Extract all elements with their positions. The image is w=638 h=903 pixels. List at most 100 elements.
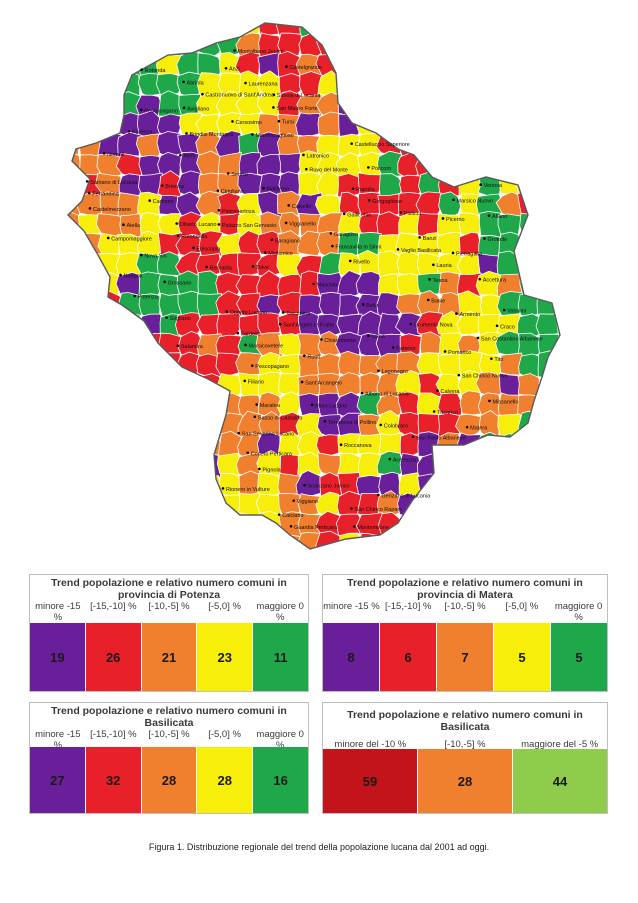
- municipality-area: [578, 31, 601, 56]
- town-label: Brienza: [165, 184, 185, 190]
- municipality-area: [477, 331, 503, 356]
- municipality-area: [115, 472, 145, 497]
- municipality-area: [155, 72, 183, 98]
- municipality-area: [68, 252, 82, 278]
- map-canvas: Melfi Montemilone Rapolla Venosa Barile Palaz…: [40, 22, 601, 560]
- municipality-area: [555, 150, 560, 178]
- town-marker: [224, 66, 228, 70]
- table-header: [-5,0] %: [505, 601, 539, 612]
- table-values: 59 28 44: [323, 749, 607, 813]
- municipality-area: [97, 373, 125, 400]
- table-value-cell: 27: [30, 747, 86, 813]
- municipality-area: [417, 70, 445, 96]
- municipality-area: [499, 352, 525, 376]
- town-label: Viggianello: [289, 221, 316, 227]
- municipality-area: [298, 294, 324, 319]
- municipality-area: [577, 411, 600, 435]
- municipality-area: [476, 554, 502, 560]
- municipality-area: [579, 253, 600, 278]
- municipality-area: [177, 23, 202, 40]
- municipality-area: [218, 23, 243, 40]
- municipality-area: [156, 352, 181, 377]
- municipality-area: [338, 532, 362, 549]
- town-label: San Mauro Forte: [276, 106, 317, 112]
- municipality-area: [40, 454, 62, 480]
- town-marker: [119, 273, 122, 277]
- town-marker: [285, 65, 288, 68]
- town-label: Marsicovetere: [249, 343, 284, 349]
- table-header: minore -15 %: [323, 601, 380, 612]
- municipality-area: [76, 493, 105, 519]
- town-label: Pignola: [262, 467, 281, 473]
- municipality-area: [476, 450, 505, 477]
- municipality-area: [436, 112, 463, 136]
- town-label: Avigliano: [187, 106, 209, 112]
- municipality-area: [279, 552, 302, 560]
- municipality-area: [577, 153, 600, 176]
- municipality-area: [68, 531, 83, 549]
- municipality-area: [398, 554, 423, 560]
- municipality-area: [237, 512, 261, 539]
- town-marker: [443, 350, 447, 353]
- municipality-area: [358, 93, 383, 118]
- municipality-area: [139, 472, 163, 497]
- town-marker: [411, 435, 415, 439]
- town-marker: [391, 346, 395, 349]
- municipality-area: [558, 414, 560, 436]
- municipality-area: [436, 510, 465, 539]
- town-marker: [176, 344, 180, 347]
- town-label: Sasso di Castalda: [258, 415, 303, 421]
- town-marker: [490, 357, 493, 360]
- municipality-area: [136, 354, 165, 379]
- town-label: Montescaglioso: [255, 133, 293, 139]
- table-title: Trend popolazione e relativo numero comu…: [51, 577, 287, 601]
- town-label: Trecchina: [286, 311, 311, 317]
- town-marker: [140, 253, 143, 257]
- municipality-area: [319, 553, 342, 560]
- municipality-area: [68, 233, 82, 258]
- municipality-area: [455, 74, 483, 97]
- town-marker: [87, 191, 91, 195]
- town-label: Corleto Perticara: [251, 451, 293, 457]
- municipality-area: [395, 510, 425, 540]
- municipality-area: [416, 554, 440, 560]
- municipality-area: [255, 70, 285, 98]
- town-marker: [272, 106, 275, 109]
- municipality-area: [396, 110, 421, 138]
- municipality-area: [98, 72, 124, 100]
- town-label: Rotondella: [181, 234, 208, 240]
- municipality-area: [40, 252, 61, 277]
- municipality-area: [377, 70, 402, 99]
- municipality-area: [97, 52, 123, 78]
- town-label: Oppido Lucano: [230, 310, 267, 316]
- municipality-area: [357, 31, 385, 58]
- town-label: Fardella: [241, 332, 262, 338]
- town-label: Noepoli: [124, 273, 143, 279]
- table-matera: Trend popolazione e relativo numero comu…: [322, 574, 608, 692]
- table-basilicata-five-classes: Trend popolazione e relativo numero comu…: [29, 702, 309, 814]
- town-label: Forenza: [132, 130, 153, 136]
- municipality-area: [378, 531, 403, 549]
- town-label: Bella: [366, 303, 379, 309]
- municipality-area: [578, 354, 600, 377]
- municipality-area: [297, 493, 323, 518]
- town-marker: [237, 431, 241, 435]
- municipality-area: [438, 191, 462, 220]
- municipality-area: [495, 493, 525, 520]
- municipality-area: [535, 130, 560, 159]
- municipality-area: [358, 23, 385, 36]
- municipality-area: [97, 412, 123, 439]
- municipality-area: [399, 90, 425, 119]
- table-header: [-15,-10] %: [90, 729, 137, 740]
- municipality-area: [115, 50, 142, 79]
- town-marker: [361, 303, 365, 306]
- town-marker: [457, 373, 461, 377]
- town-label: Tricarico: [437, 410, 458, 416]
- table-values: 19 26 21 23 11: [30, 623, 308, 691]
- table-headers: minore del -10 % [-10,-5] % maggiore del -…: [323, 739, 607, 750]
- municipality-area: [476, 493, 505, 520]
- municipality-area: [455, 512, 484, 537]
- municipality-area: [68, 492, 83, 518]
- municipality-area: [515, 133, 545, 158]
- municipality-area: [518, 33, 543, 57]
